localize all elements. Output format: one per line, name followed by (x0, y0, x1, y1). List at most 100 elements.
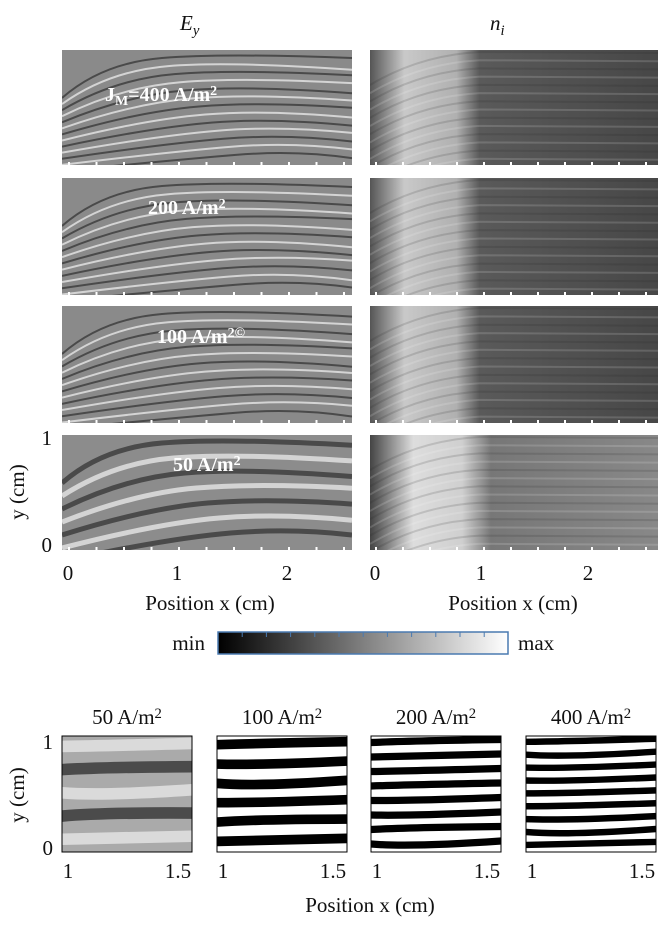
edge-tick (402, 162, 404, 165)
field-stripe (111, 281, 352, 295)
edge-tick (68, 420, 70, 423)
panel-image (370, 435, 658, 550)
edge-tick (233, 162, 235, 165)
text-part: 2 (155, 706, 162, 722)
panel-image (62, 306, 352, 423)
panel-label: 50 A/m2 (173, 454, 241, 476)
stripe (371, 736, 501, 747)
density-streak (370, 220, 658, 256)
panel-label: 100 A/m2© (157, 326, 246, 348)
edge-tick (95, 420, 98, 423)
edge-tick (150, 547, 153, 550)
field-stripe (62, 182, 352, 227)
stripe (371, 779, 501, 790)
density-streak (386, 398, 658, 423)
field-stripe (113, 152, 352, 165)
density-streak (370, 477, 658, 512)
density-streak (370, 468, 658, 504)
edge-tick (375, 547, 377, 550)
panel-frame (525, 735, 657, 853)
edge-tick (537, 420, 539, 423)
density-streak (405, 279, 658, 295)
field-stripe (62, 248, 352, 277)
edge-tick (456, 547, 458, 550)
panel-title: 200 A/m2 (396, 705, 476, 729)
field-stripe (103, 528, 352, 550)
edge-tick (68, 547, 70, 550)
density-streak (370, 501, 658, 537)
edge-tick (375, 292, 377, 295)
edge-tick (456, 292, 458, 295)
edge-tick (315, 162, 318, 165)
density-streak (370, 485, 658, 521)
density-streak (370, 116, 658, 152)
text-part: i (501, 23, 505, 39)
edge-tick (343, 292, 345, 295)
stripe (217, 775, 347, 790)
panel-frame (370, 735, 502, 853)
density-streak (405, 534, 658, 550)
density-streak (431, 542, 658, 550)
field-stripe (62, 393, 352, 418)
text-part: 2 (624, 706, 631, 722)
x-tick-label: 1 (63, 859, 74, 883)
edge-tick (205, 420, 208, 423)
edge-tick (343, 162, 345, 165)
density-streak (370, 50, 658, 86)
panel-image (370, 306, 658, 423)
edge-tick (510, 420, 512, 423)
edge-tick (645, 292, 647, 295)
field-stripe (62, 468, 352, 512)
panel-bg (217, 736, 347, 852)
density-streak (370, 262, 658, 295)
x-axis-label: Position x (cm) (305, 893, 435, 917)
text-part: 2 (469, 706, 476, 722)
stripe (526, 748, 656, 759)
text-part: J (105, 84, 115, 106)
density-streak (370, 187, 658, 223)
panel-image (370, 50, 658, 165)
panel-image (371, 736, 501, 852)
field-stripe (62, 273, 352, 295)
edge-tick (68, 292, 70, 295)
panel-image (526, 736, 656, 852)
edge-tick (123, 162, 125, 165)
x-tick-label: 1 (372, 859, 383, 883)
x-tick-label: 1.5 (474, 859, 500, 883)
stripe (526, 800, 656, 810)
panel-label: JM=400 A/m2 (105, 84, 217, 109)
edge-tick (288, 292, 290, 295)
edge-tick (205, 547, 208, 550)
density-streak (370, 254, 658, 290)
field-bg (62, 306, 352, 423)
field-stripe (62, 111, 352, 142)
x-tick-label: 2 (282, 561, 293, 585)
field-stripe (62, 483, 352, 525)
field-stripe (62, 215, 352, 252)
edge-tick (483, 420, 485, 423)
density-streak (405, 407, 658, 423)
edge-tick (429, 420, 431, 423)
stripe (526, 838, 656, 849)
x-tick-label: 1 (527, 859, 538, 883)
density-streak (370, 75, 658, 111)
density-streak (370, 357, 658, 393)
field-stripe (62, 207, 352, 246)
colorbar-min: min (172, 631, 205, 655)
text-part: 2© (228, 326, 246, 341)
stripe (62, 830, 192, 846)
edge-tick (233, 547, 235, 550)
stripe (217, 756, 347, 770)
field-stripe (62, 498, 352, 538)
field-stripe (62, 54, 352, 99)
edge-tick (288, 547, 290, 550)
field-stripe (62, 368, 352, 399)
text-part: 400 A/m (551, 705, 624, 729)
edge-tick (178, 162, 180, 165)
edge-tick (564, 547, 566, 550)
text-part: 2 (219, 197, 226, 212)
edge-tick (95, 547, 98, 550)
edge-tick (510, 162, 512, 165)
field-stripe (62, 335, 352, 374)
edge-tick (564, 420, 566, 423)
